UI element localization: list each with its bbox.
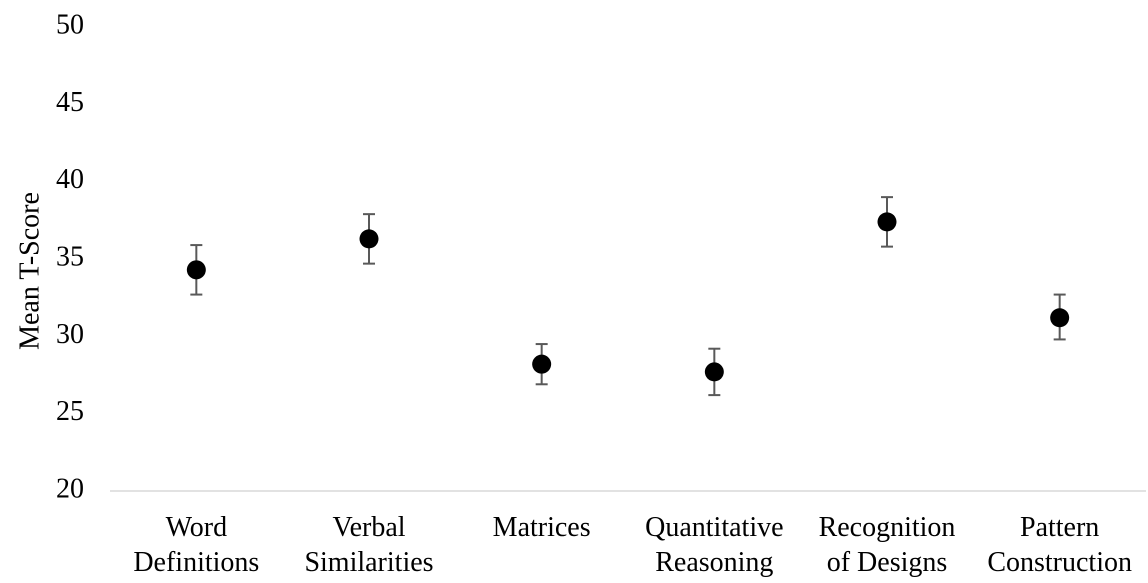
data-point [186, 260, 206, 280]
y-axis-title: Mean T-Score [14, 192, 45, 350]
data-point [532, 354, 552, 374]
data-point [877, 212, 897, 232]
y-tick-label: 45 [56, 87, 84, 118]
category-labels: Word Definitions Verbal Similarities Matrice… [133, 512, 1132, 578]
x-category-label: Construction [987, 547, 1132, 578]
y-tick-label: 35 [56, 241, 84, 272]
x-category-label: Reasoning [655, 547, 773, 578]
y-tick-label: 50 [56, 9, 84, 40]
x-category-label: Verbal [332, 512, 405, 543]
y-tick-label: 30 [56, 319, 84, 350]
data-point [1050, 308, 1070, 328]
x-category-label: Word [166, 512, 228, 543]
error-bars [190, 196, 1066, 397]
data-point [704, 362, 724, 382]
data-points [186, 212, 1070, 382]
x-category-label: Quantitative [645, 512, 783, 543]
x-category-label: Pattern [1020, 512, 1099, 543]
y-tick-label: 40 [56, 164, 84, 195]
data-point [359, 229, 379, 249]
x-category-label: of Designs [827, 547, 948, 578]
x-category-label: Recognition [819, 512, 956, 543]
x-category-label: Definitions [133, 547, 259, 578]
y-tick-label: 20 [56, 473, 84, 504]
y-tick-label: 25 [56, 396, 84, 427]
y-tick-labels: 20 25 30 35 40 45 50 [56, 9, 84, 504]
x-category-label: Matrices [493, 512, 591, 543]
x-category-label: Similarities [304, 547, 433, 578]
